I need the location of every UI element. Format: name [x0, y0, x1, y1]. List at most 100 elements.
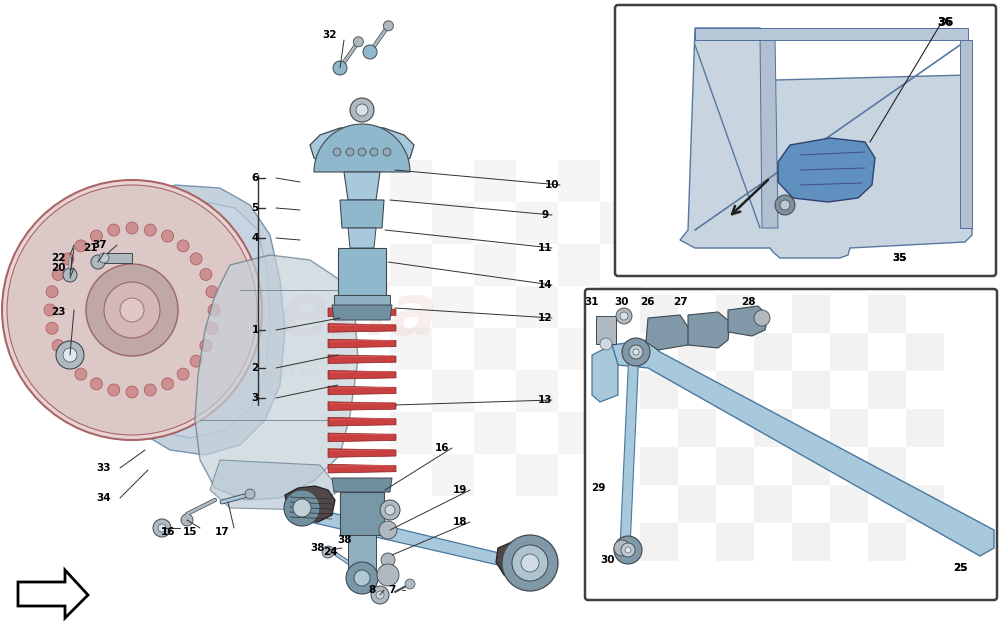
Polygon shape	[328, 449, 396, 458]
Text: car parts: car parts	[209, 358, 321, 382]
Polygon shape	[332, 305, 392, 320]
Bar	[516, 370, 558, 412]
Text: 29: 29	[591, 483, 605, 493]
Bar	[596, 316, 616, 344]
Polygon shape	[210, 460, 340, 510]
Circle shape	[353, 37, 363, 47]
Text: 12: 12	[538, 313, 552, 323]
Bar	[792, 371, 830, 409]
Text: 28: 28	[741, 297, 755, 307]
Polygon shape	[340, 200, 384, 228]
Circle shape	[512, 545, 548, 581]
Polygon shape	[760, 35, 778, 228]
Bar	[474, 412, 516, 454]
Polygon shape	[130, 200, 270, 438]
Circle shape	[86, 264, 178, 356]
Polygon shape	[328, 339, 396, 348]
Text: 25: 25	[953, 563, 967, 573]
Circle shape	[754, 310, 770, 326]
Polygon shape	[348, 535, 376, 570]
Text: 19: 19	[453, 485, 467, 495]
Circle shape	[521, 554, 539, 572]
Text: 16: 16	[161, 527, 175, 537]
Polygon shape	[285, 486, 335, 522]
Circle shape	[346, 148, 354, 156]
Polygon shape	[960, 40, 972, 228]
Circle shape	[46, 285, 58, 298]
Text: 7: 7	[388, 585, 396, 595]
Circle shape	[502, 535, 558, 591]
Circle shape	[354, 570, 370, 586]
Bar	[792, 523, 830, 561]
Circle shape	[181, 514, 193, 526]
Text: 33: 33	[97, 463, 111, 473]
Text: 34: 34	[97, 493, 111, 503]
Bar	[640, 523, 678, 561]
Text: 6: 6	[251, 173, 259, 183]
Bar	[754, 409, 792, 447]
Circle shape	[206, 322, 218, 334]
Circle shape	[614, 540, 630, 556]
Polygon shape	[328, 433, 396, 442]
Polygon shape	[328, 355, 396, 364]
Circle shape	[162, 230, 174, 242]
Bar	[474, 328, 516, 370]
Circle shape	[190, 253, 202, 265]
Circle shape	[322, 546, 334, 558]
Bar	[678, 409, 716, 447]
Circle shape	[383, 21, 393, 31]
Circle shape	[190, 355, 202, 367]
Text: 24: 24	[323, 547, 337, 557]
Circle shape	[120, 298, 144, 322]
Circle shape	[622, 338, 650, 366]
Polygon shape	[338, 248, 386, 295]
Bar	[558, 244, 600, 286]
Polygon shape	[348, 228, 376, 248]
Text: 20: 20	[51, 263, 65, 273]
Bar	[600, 202, 642, 244]
Circle shape	[284, 490, 320, 526]
Polygon shape	[340, 492, 384, 535]
Circle shape	[177, 368, 189, 380]
Circle shape	[62, 355, 74, 367]
Polygon shape	[334, 295, 390, 308]
Polygon shape	[328, 308, 396, 317]
Circle shape	[358, 148, 366, 156]
Circle shape	[200, 339, 212, 352]
Circle shape	[383, 148, 391, 156]
Circle shape	[346, 562, 378, 594]
Bar	[640, 295, 678, 333]
Circle shape	[293, 499, 311, 517]
Circle shape	[75, 368, 87, 380]
Circle shape	[371, 586, 389, 604]
Circle shape	[90, 230, 102, 242]
FancyBboxPatch shape	[585, 289, 997, 600]
Text: 37: 37	[93, 240, 107, 250]
Circle shape	[108, 384, 120, 396]
Text: 22: 22	[51, 253, 65, 263]
Bar	[792, 295, 830, 333]
Circle shape	[158, 524, 166, 532]
Bar	[678, 333, 716, 371]
Bar	[390, 244, 432, 286]
FancyBboxPatch shape	[615, 5, 996, 276]
Bar	[868, 447, 906, 485]
Text: 11: 11	[538, 243, 552, 253]
Circle shape	[633, 349, 639, 355]
Polygon shape	[778, 138, 875, 202]
Text: 4: 4	[251, 233, 259, 243]
Circle shape	[177, 240, 189, 252]
Text: 23: 23	[51, 307, 65, 317]
Text: 3: 3	[251, 393, 259, 403]
Text: 38: 38	[311, 543, 325, 553]
Bar	[754, 333, 792, 371]
Bar	[600, 286, 642, 328]
Circle shape	[144, 224, 156, 236]
Circle shape	[600, 338, 612, 350]
Polygon shape	[328, 418, 396, 426]
Text: 8: 8	[368, 585, 376, 595]
Text: 18: 18	[453, 517, 467, 527]
Circle shape	[620, 312, 628, 320]
Text: 25: 25	[953, 563, 967, 573]
Circle shape	[63, 348, 77, 362]
